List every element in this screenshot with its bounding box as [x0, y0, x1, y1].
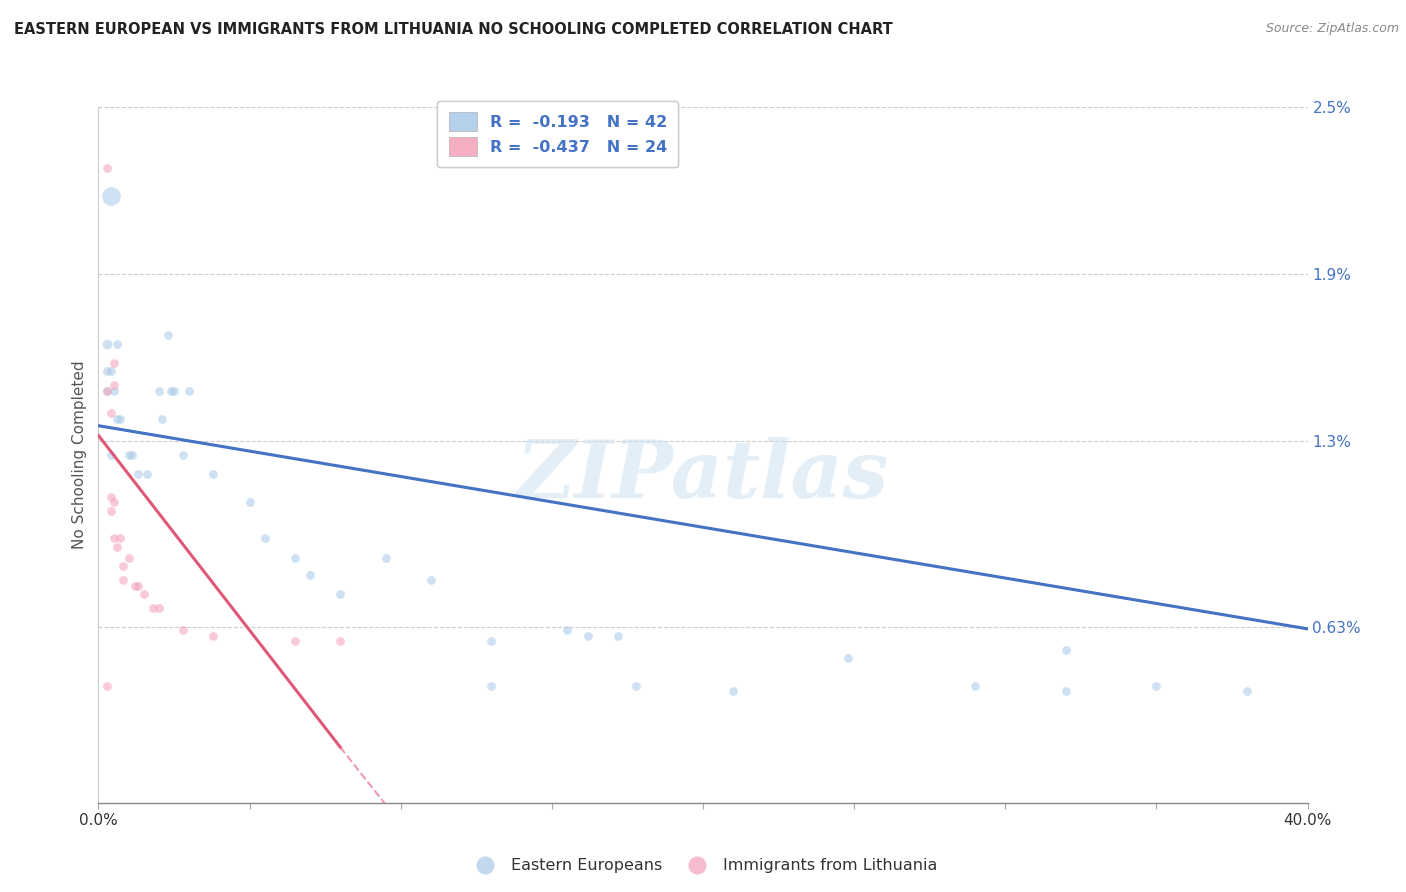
Point [103, 532, 125, 546]
Point [481, 679, 503, 693]
Point [96, 384, 118, 398]
Point [555, 624, 578, 638]
Point [124, 579, 146, 593]
Point [142, 601, 165, 615]
Point [202, 629, 225, 643]
Point [96, 161, 118, 176]
Point [837, 651, 859, 665]
Point [329, 634, 352, 648]
Point [96, 336, 118, 351]
Point [156, 328, 179, 343]
Point [121, 448, 143, 462]
Point [626, 679, 648, 693]
Point [103, 384, 125, 398]
Point [239, 495, 262, 509]
Point [118, 448, 141, 462]
Point [160, 384, 183, 398]
Point [1144, 679, 1167, 693]
Point [111, 559, 134, 574]
Point [965, 679, 987, 693]
Point [108, 532, 131, 546]
Point [179, 384, 201, 398]
Point [118, 550, 141, 565]
Point [481, 634, 503, 648]
Point [1054, 684, 1077, 698]
Legend: Eastern Europeans, Immigrants from Lithuania: Eastern Europeans, Immigrants from Lithu… [463, 852, 943, 880]
Point [105, 540, 128, 554]
Point [150, 411, 173, 425]
Point [108, 411, 131, 425]
Point [172, 624, 194, 638]
Point [100, 406, 122, 420]
Point [148, 384, 170, 398]
Point [105, 336, 128, 351]
Point [1054, 642, 1077, 657]
Point [374, 550, 396, 565]
Text: ZIPatlas: ZIPatlas [517, 437, 889, 515]
Point [420, 573, 443, 587]
Point [103, 495, 125, 509]
Point [1236, 684, 1258, 698]
Point [96, 384, 118, 398]
Point [329, 587, 352, 601]
Point [607, 629, 630, 643]
Point [576, 629, 599, 643]
Point [100, 503, 122, 517]
Point [723, 684, 745, 698]
Y-axis label: No Schooling Completed: No Schooling Completed [72, 360, 87, 549]
Point [202, 467, 225, 482]
Point [148, 601, 170, 615]
Point [132, 587, 155, 601]
Point [299, 567, 322, 582]
Point [163, 384, 186, 398]
Point [103, 378, 125, 392]
Point [103, 356, 125, 370]
Point [284, 634, 307, 648]
Point [105, 411, 128, 425]
Point [135, 467, 157, 482]
Point [96, 679, 118, 693]
Point [111, 573, 134, 587]
Point [96, 364, 118, 378]
Point [100, 490, 122, 504]
Legend: R =  -0.193   N = 42, R =  -0.437   N = 24: R = -0.193 N = 42, R = -0.437 N = 24 [437, 101, 679, 167]
Point [100, 364, 122, 378]
Text: EASTERN EUROPEAN VS IMMIGRANTS FROM LITHUANIA NO SCHOOLING COMPLETED CORRELATION: EASTERN EUROPEAN VS IMMIGRANTS FROM LITH… [14, 22, 893, 37]
Point [284, 550, 307, 565]
Point [100, 189, 122, 203]
Text: Source: ZipAtlas.com: Source: ZipAtlas.com [1265, 22, 1399, 36]
Point [172, 448, 194, 462]
Point [253, 532, 276, 546]
Point [100, 448, 122, 462]
Point [127, 579, 149, 593]
Point [127, 467, 149, 482]
